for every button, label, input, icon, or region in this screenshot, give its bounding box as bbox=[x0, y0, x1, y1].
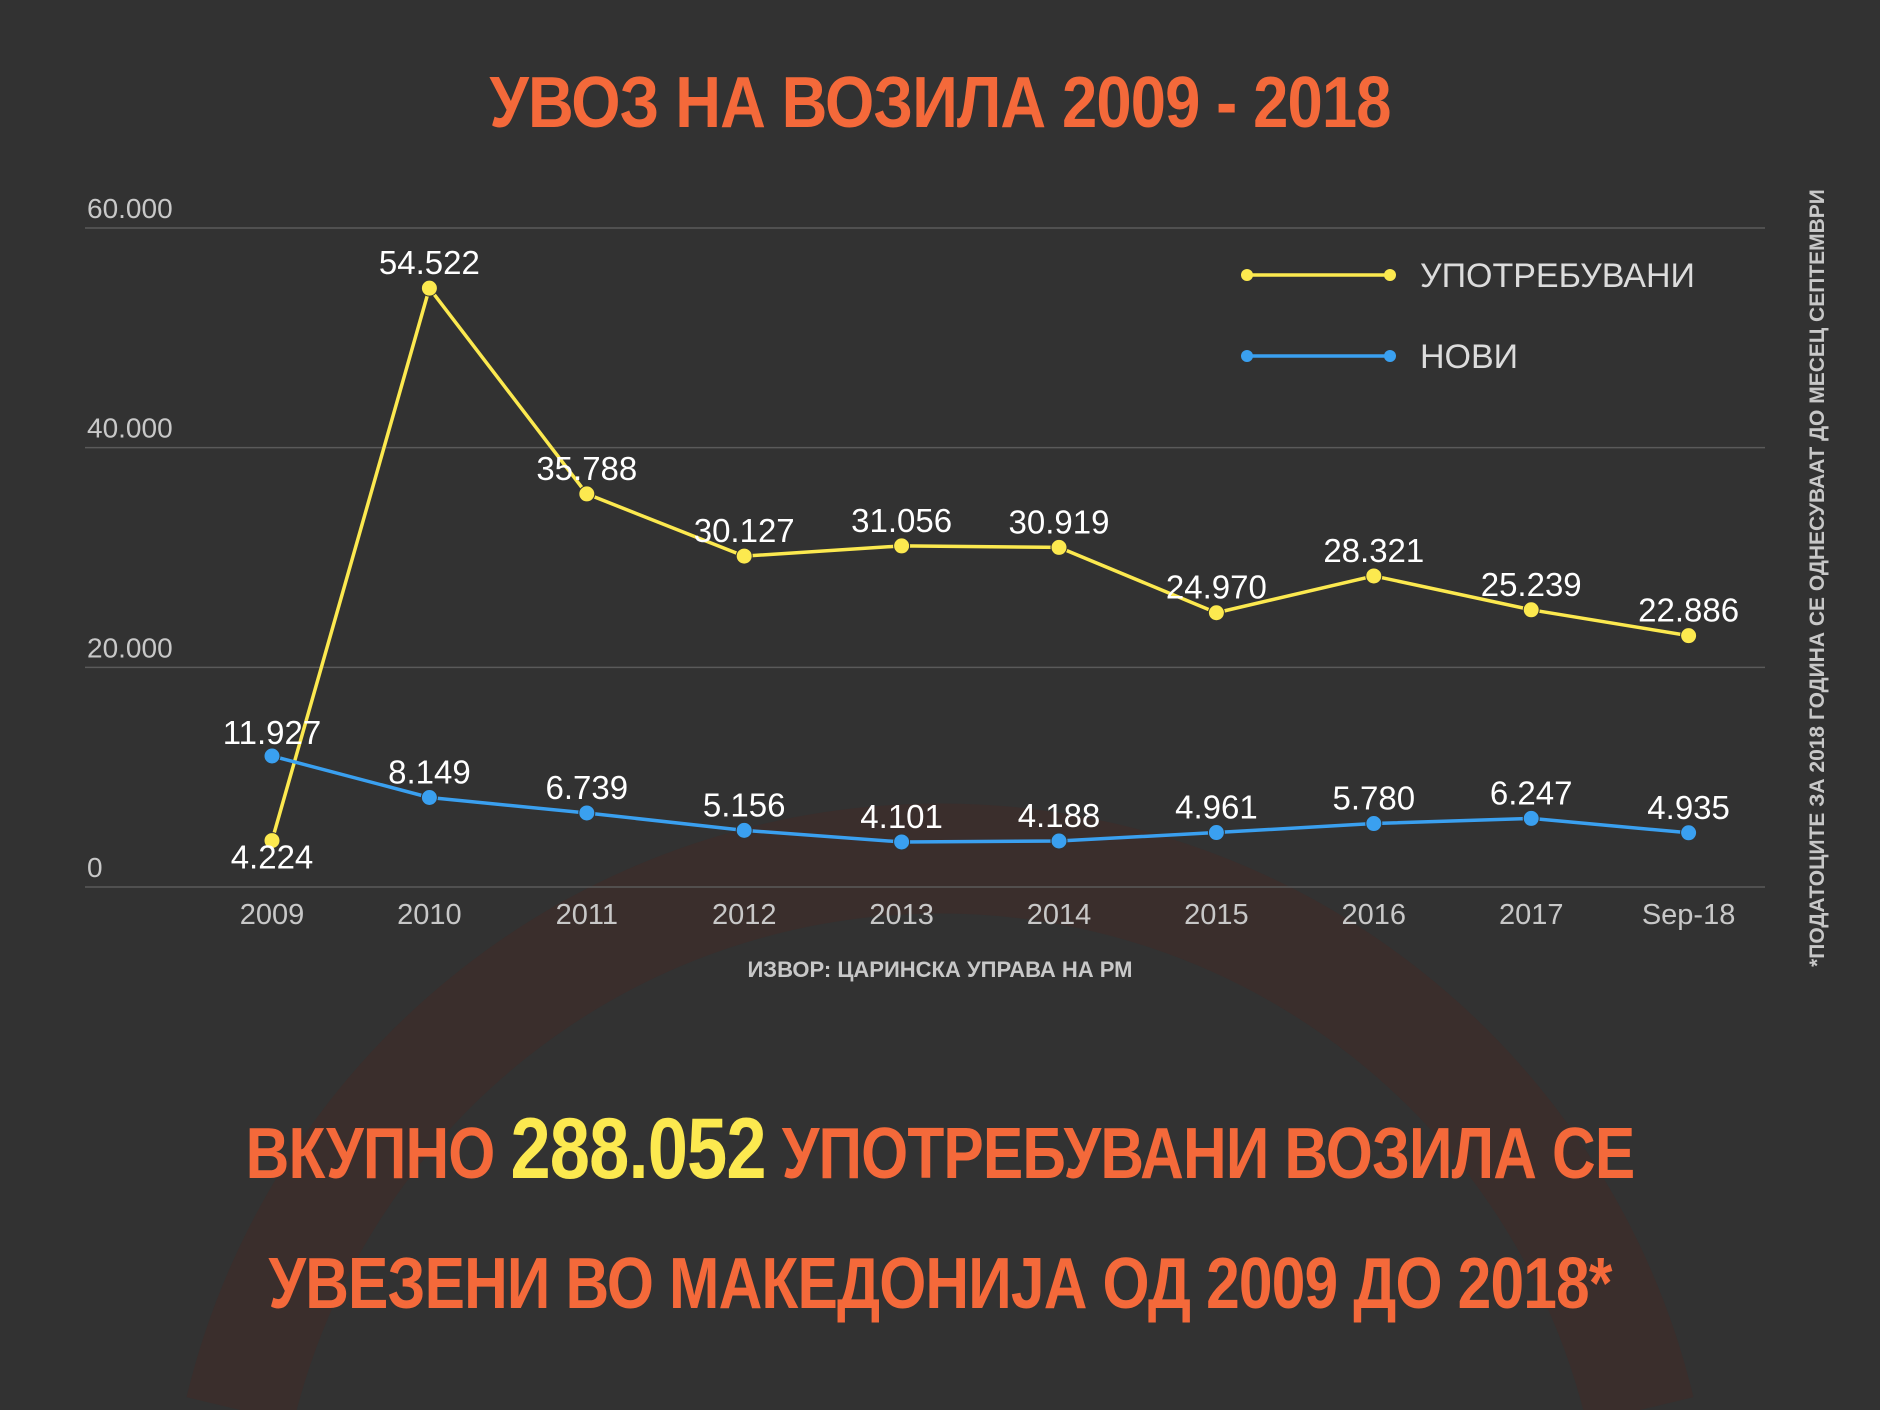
data-label: 5.156 bbox=[703, 786, 786, 823]
data-point bbox=[420, 788, 438, 806]
data-label: 28.321 bbox=[1323, 532, 1424, 569]
headline-line-2: УВЕЗЕНИ ВО МАКЕДОНИЈА ОД 2009 ДО 2018* bbox=[268, 1244, 1612, 1324]
legend-marker bbox=[1241, 269, 1253, 281]
data-point bbox=[263, 832, 281, 850]
data-point bbox=[1680, 627, 1698, 645]
series-line-used bbox=[270, 286, 1689, 842]
data-point bbox=[893, 537, 911, 555]
data-point bbox=[1050, 538, 1068, 556]
x-tick-label: 2013 bbox=[869, 899, 934, 931]
data-point bbox=[263, 747, 281, 765]
chart-title: УВОЗ НА ВОЗИЛА 2009 - 2018 bbox=[489, 63, 1391, 143]
y-tick-label: 0 bbox=[87, 852, 103, 883]
data-label: 4.961 bbox=[1175, 789, 1258, 826]
data-label: 6.247 bbox=[1490, 774, 1573, 811]
data-point bbox=[1522, 809, 1540, 827]
data-point bbox=[1207, 824, 1225, 842]
data-point bbox=[1207, 604, 1225, 622]
data-label: 4.101 bbox=[860, 798, 943, 835]
x-tick-label: 2017 bbox=[1499, 899, 1564, 931]
x-tick-label: 2015 bbox=[1184, 899, 1249, 931]
line-chart: 0 20.000 40.000 60.000 2009 2010 2011 2012 2013 2… bbox=[85, 193, 1765, 931]
data-point bbox=[1522, 601, 1540, 619]
legend-marker bbox=[1384, 350, 1396, 362]
source-note: ИЗВОР: ЦАРИНСКА УПРАВА НА РМ bbox=[747, 957, 1133, 982]
data-label: 6.739 bbox=[546, 769, 629, 806]
headline-prefix: ВКУПНО bbox=[245, 1114, 496, 1194]
data-label: 22.886 bbox=[1638, 592, 1739, 629]
footnote-text: *ПОДАТОЦИТЕ ЗА 2018 ГОДИНА СЕ ОДНЕСУВААТ… bbox=[1806, 189, 1829, 967]
y-tick-label: 40.000 bbox=[87, 413, 173, 444]
data-point bbox=[1680, 824, 1698, 842]
x-tick-label: 2016 bbox=[1342, 899, 1407, 931]
data-label: 4.188 bbox=[1018, 797, 1101, 834]
data-point bbox=[735, 547, 753, 565]
data-point bbox=[578, 485, 596, 503]
data-label: 5.780 bbox=[1333, 780, 1416, 817]
data-label: 11.927 bbox=[223, 714, 321, 751]
headline-line-1: ВКУПНО 288.052 УПОТРЕБУВАНИ ВОЗИЛА СЕ bbox=[150, 1100, 1729, 1199]
x-tick-label: 2011 bbox=[556, 899, 618, 931]
data-label: 54.522 bbox=[379, 244, 480, 281]
data-point bbox=[1050, 832, 1068, 850]
data-label: 24.970 bbox=[1166, 569, 1267, 606]
x-tick-label: 2012 bbox=[712, 899, 777, 931]
y-tick-label: 20.000 bbox=[87, 632, 173, 663]
x-tick-label: Sep-18 bbox=[1642, 899, 1736, 931]
y-tick-label: 60.000 bbox=[87, 193, 173, 224]
legend-label: НОВИ bbox=[1420, 338, 1518, 376]
data-label: 25.239 bbox=[1481, 566, 1582, 603]
data-point bbox=[1365, 567, 1383, 585]
data-point bbox=[735, 821, 753, 839]
data-label: 4.935 bbox=[1647, 789, 1730, 826]
headline-total: 288.052 bbox=[510, 1101, 766, 1197]
x-tick-label: 2010 bbox=[397, 899, 462, 931]
data-point bbox=[893, 833, 911, 851]
data-label: 35.788 bbox=[536, 450, 637, 487]
data-label: 4.224 bbox=[231, 839, 314, 876]
x-tick-label: 2009 bbox=[240, 899, 305, 931]
legend-marker bbox=[1384, 269, 1396, 281]
data-label: 30.127 bbox=[694, 512, 795, 549]
data-label: 30.919 bbox=[1009, 503, 1110, 540]
data-point bbox=[420, 279, 438, 297]
data-point bbox=[1365, 815, 1383, 833]
data-point bbox=[578, 804, 596, 822]
legend-label: УПОТРЕБУВАНИ bbox=[1420, 257, 1695, 295]
x-tick-label: 2014 bbox=[1027, 899, 1092, 931]
series-line-new bbox=[271, 754, 1689, 844]
legend-marker bbox=[1241, 350, 1253, 362]
headline-suffix: УПОТРЕБУВАНИ ВОЗИЛА СЕ bbox=[781, 1114, 1636, 1194]
data-label: 8.149 bbox=[388, 753, 471, 790]
data-label: 31.056 bbox=[851, 502, 952, 539]
